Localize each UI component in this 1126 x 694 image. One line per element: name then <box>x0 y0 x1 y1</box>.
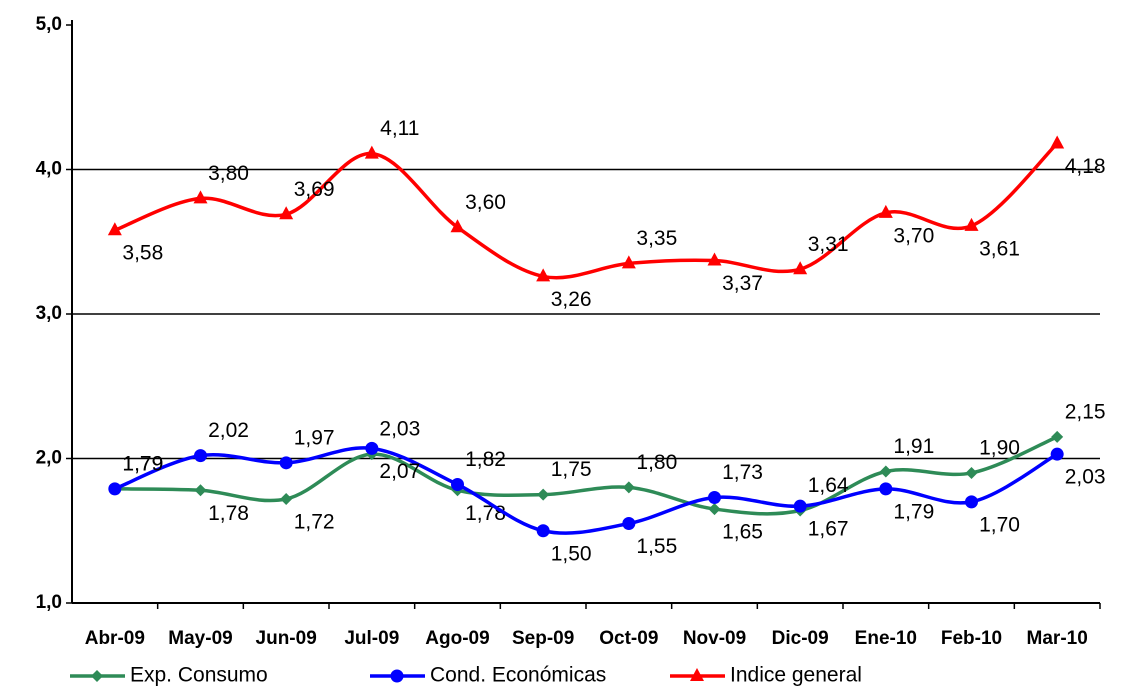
data-label: 3,58 <box>122 242 163 265</box>
marker <box>707 252 722 266</box>
data-label: 1,67 <box>808 518 849 541</box>
y-tick-label: 5,0 <box>36 14 62 35</box>
data-label: 2,15 <box>1065 400 1106 423</box>
data-label: 2,02 <box>208 419 249 442</box>
data-label: 3,60 <box>465 191 506 214</box>
data-label: 1,78 <box>465 502 506 525</box>
data-label: 4,11 <box>380 117 419 140</box>
series-line <box>114 446 1059 535</box>
marker <box>450 219 465 233</box>
marker <box>1051 430 1064 443</box>
marker <box>965 466 978 479</box>
data-label: 1,72 <box>294 511 335 534</box>
y-tick-label: 3,0 <box>36 303 62 324</box>
marker <box>1050 135 1065 149</box>
data-label: 1,73 <box>722 461 763 484</box>
data-label: 2,03 <box>1065 466 1106 489</box>
marker <box>965 495 978 509</box>
x-tick-label: Nov-09 <box>683 628 746 649</box>
x-tick-label: Dic-09 <box>772 628 829 649</box>
data-label: 4,18 <box>1065 155 1106 178</box>
x-tick-label: Jun-09 <box>256 628 317 649</box>
data-label: 1,97 <box>294 426 335 449</box>
marker <box>194 484 207 497</box>
marker <box>365 441 379 455</box>
data-label: 1,65 <box>722 521 763 544</box>
marker <box>536 524 550 538</box>
data-label: 1,90 <box>979 436 1020 459</box>
data-label: 1,80 <box>636 451 677 474</box>
marker <box>108 482 122 496</box>
data-label: 1,55 <box>636 535 677 558</box>
legend-label: Cond. Económicas <box>430 664 606 687</box>
data-label: 3,37 <box>722 272 763 295</box>
legend-label: Indice general <box>730 664 862 687</box>
marker <box>451 478 464 492</box>
marker <box>622 517 636 531</box>
marker <box>793 499 807 513</box>
marker <box>279 206 294 220</box>
data-label: 1,79 <box>122 452 163 475</box>
data-label: 1,75 <box>551 458 592 481</box>
marker <box>537 488 550 501</box>
data-label: 3,69 <box>294 178 335 201</box>
marker <box>107 222 122 236</box>
y-tick-label: 1,0 <box>36 592 62 613</box>
x-tick-label: Abr-09 <box>85 628 145 649</box>
marker <box>279 456 293 470</box>
data-label: 3,70 <box>893 224 934 247</box>
legend-label: Exp. Consumo <box>130 664 268 687</box>
marker <box>390 669 404 683</box>
data-label: 1,78 <box>208 502 249 525</box>
marker <box>364 145 379 159</box>
marker <box>91 670 103 682</box>
marker <box>793 261 808 275</box>
x-tick-label: May-09 <box>168 628 232 649</box>
marker <box>1050 447 1064 461</box>
marker <box>878 204 893 218</box>
data-label: 1,70 <box>979 513 1020 536</box>
marker <box>536 268 551 282</box>
series-line <box>114 142 1059 280</box>
x-tick-label: Mar-10 <box>1027 628 1088 649</box>
marker <box>622 481 635 494</box>
data-label: 2,03 <box>379 418 420 441</box>
marker <box>964 217 979 231</box>
x-tick-label: Jul-09 <box>344 628 399 649</box>
marker <box>193 190 208 204</box>
marker <box>879 465 892 478</box>
data-label: 3,35 <box>636 227 677 250</box>
data-label: 1,50 <box>551 542 592 565</box>
marker <box>621 255 636 269</box>
marker <box>708 503 721 516</box>
data-label: 2,07 <box>379 460 420 483</box>
marker <box>708 491 721 505</box>
data-label: 1,91 <box>893 435 934 458</box>
data-label: 1,79 <box>893 500 934 523</box>
series-line <box>114 435 1058 516</box>
data-label: 1,82 <box>465 448 506 471</box>
data-label: 3,61 <box>979 237 1020 260</box>
x-tick-label: Oct-09 <box>599 628 658 649</box>
data-label: 3,26 <box>551 288 592 311</box>
x-tick-label: Sep-09 <box>512 628 574 649</box>
marker <box>690 668 704 681</box>
data-label: 3,31 <box>808 233 849 256</box>
x-tick-label: Ago-09 <box>425 628 489 649</box>
data-label: 1,64 <box>808 474 849 497</box>
x-tick-label: Feb-10 <box>941 628 1002 649</box>
y-tick-label: 2,0 <box>36 448 62 469</box>
marker <box>280 492 293 505</box>
marker <box>879 482 893 496</box>
x-tick-label: Ene-10 <box>855 628 917 649</box>
y-tick-label: 4,0 <box>36 159 62 180</box>
data-label: 3,80 <box>208 162 249 185</box>
marker <box>194 449 207 463</box>
